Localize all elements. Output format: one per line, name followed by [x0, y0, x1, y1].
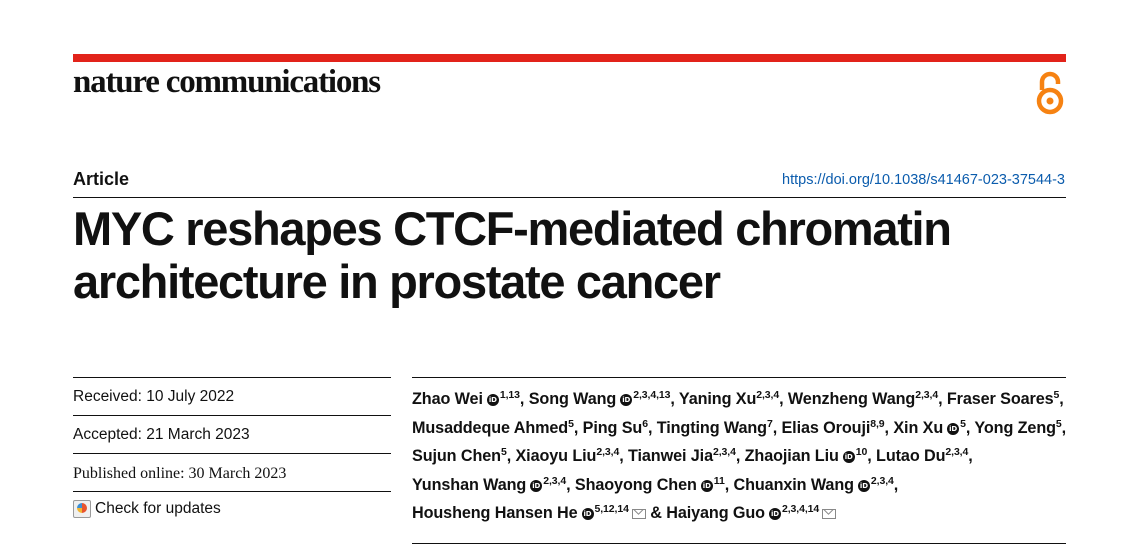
affiliation-superscript: 1,13	[499, 389, 520, 401]
orcid-icon[interactable]: iD	[700, 479, 713, 492]
author-entry: Tingting Wang7	[656, 417, 773, 437]
author-entry: Yaning Xu2,3,4	[678, 389, 780, 408]
affiliation-superscript: 2,3,4	[712, 446, 736, 459]
author-entry: Elias Orouji8,9	[781, 417, 885, 437]
affiliation-superscript: 5,12,14	[594, 503, 629, 516]
check-for-updates-label: Check for updates	[95, 500, 221, 517]
header-accent-bar	[73, 54, 1066, 62]
author-name[interactable]: Ping Su	[582, 418, 643, 437]
accepted-date: Accepted: 21 March 2023	[73, 415, 391, 453]
author-name[interactable]: Chuanxin Wang	[733, 475, 855, 494]
open-access-lock-icon	[1036, 71, 1064, 115]
published-date: Published online: 30 March 2023	[73, 453, 391, 491]
author-name[interactable]: Lutao Du	[876, 447, 946, 466]
affiliation-superscript: 5	[1053, 389, 1060, 401]
author-name[interactable]: Wenzheng Wang	[787, 390, 916, 408]
author-name[interactable]: Haiyang Guo	[666, 504, 765, 523]
affiliation-superscript: 2,3,4,14	[781, 503, 820, 516]
crossmark-icon	[73, 500, 91, 518]
affiliation-superscript: 2,3,4	[870, 474, 894, 487]
affiliation-superscript: 2,3,4	[543, 474, 567, 487]
author-entry: Xiaoyu Liu2,3,4	[515, 446, 620, 466]
orcid-icon[interactable]: iD	[530, 479, 543, 492]
author-name[interactable]: Song Wang	[528, 390, 617, 408]
author-entry: Zhaojian Liu iD 10	[744, 446, 868, 466]
author-name[interactable]: Tianwei Jia	[628, 447, 713, 466]
author-entry: Haiyang Guo iD 2,3,4,14	[666, 503, 837, 523]
author-entry: Housheng Hansen He iD 5,12,14	[412, 503, 646, 523]
affiliation-superscript: 7	[766, 417, 773, 430]
affiliation-superscript: 8,9	[870, 417, 885, 430]
article-title: MYC reshapes CTCF-mediated chromatin arc…	[73, 202, 952, 308]
author-name[interactable]: Elias Orouji	[781, 418, 871, 437]
author-name[interactable]: Yong Zeng	[974, 418, 1056, 437]
journal-name[interactable]: nature communications	[73, 64, 381, 100]
affiliation-superscript: 10	[855, 446, 868, 459]
author-entry: Shaoyong Chen iD 11	[574, 474, 725, 494]
affiliation-superscript: 5	[960, 417, 966, 430]
author-entry: Chuanxin Wang iD 2,3,4	[733, 474, 894, 494]
author-name[interactable]: Zhao Wei	[412, 390, 483, 408]
affiliation-superscript: 11	[713, 474, 725, 487]
author-entry: Sujun Chen5	[412, 446, 507, 466]
email-icon[interactable]	[822, 509, 837, 520]
author-entry: Fraser Soares5	[946, 389, 1060, 408]
orcid-icon[interactable]: iD	[486, 394, 499, 406]
author-entry: Song Wang iD 2,3,4,13	[528, 389, 671, 408]
doi-link[interactable]: https://doi.org/10.1038/s41467-023-37544…	[782, 172, 1065, 188]
orcid-icon[interactable]: iD	[620, 394, 633, 406]
orcid-icon[interactable]: iD	[857, 479, 870, 492]
orcid-icon[interactable]: iD	[947, 422, 960, 435]
orcid-icon[interactable]: iD	[842, 451, 855, 464]
affiliation-superscript: 2,3,4	[756, 389, 780, 401]
author-name[interactable]: Xiaoyu Liu	[515, 447, 597, 466]
affiliation-superscript: 2,3,4	[596, 446, 620, 459]
affiliation-superscript: 5	[500, 446, 507, 459]
author-entry: Zhao Wei iD 1,13	[412, 389, 520, 408]
author-entry: Yunshan Wang iD 2,3,4	[412, 474, 567, 494]
check-for-updates-button[interactable]: Check for updates	[73, 500, 221, 518]
author-name[interactable]: Musaddeque Ahmed	[412, 418, 569, 437]
author-name[interactable]: Fraser Soares	[946, 390, 1054, 408]
author-name[interactable]: Yunshan Wang	[412, 475, 527, 494]
article-dates: Received: 10 July 2022 Accepted: 21 Marc…	[73, 377, 391, 531]
orcid-icon[interactable]: iD	[768, 508, 781, 521]
author-name[interactable]: Housheng Hansen He	[412, 504, 578, 523]
author-entry: Tianwei Jia2,3,4	[628, 446, 736, 466]
author-entry: Ping Su6	[582, 417, 648, 437]
author-entry: Musaddeque Ahmed5	[412, 417, 574, 437]
affiliation-superscript: 5	[568, 417, 574, 430]
affiliation-superscript: 2,3,4	[915, 389, 939, 401]
author-list: Zhao Wei iD 1,13, Song Wang iD 2,3,4,13, Yan…	[412, 389, 1067, 523]
authors-top-divider	[412, 377, 1066, 378]
author-name[interactable]: Shaoyong Chen	[574, 475, 697, 494]
author-name[interactable]: Xin Xu	[893, 418, 944, 437]
author-name[interactable]: Tingting Wang	[656, 418, 767, 437]
affiliation-superscript: 5	[1055, 417, 1062, 430]
author-name[interactable]: Zhaojian Liu	[744, 447, 839, 466]
affiliation-superscript: 2,3,4	[945, 446, 969, 459]
author-entry: Wenzheng Wang2,3,4	[787, 389, 939, 408]
article-type-label: Article	[73, 169, 130, 189]
author-entry: Yong Zeng5	[974, 417, 1062, 437]
author-name[interactable]: Yaning Xu	[678, 390, 757, 408]
orcid-icon[interactable]: iD	[581, 508, 594, 521]
author-entry: Xin Xu iD 5	[893, 417, 966, 437]
title-divider	[73, 197, 1066, 198]
received-date: Received: 10 July 2022	[73, 377, 391, 415]
author-entry: Lutao Du2,3,4	[876, 446, 969, 466]
author-name[interactable]: Sujun Chen	[412, 447, 501, 466]
affiliation-superscript: 2,3,4,13	[633, 389, 671, 401]
email-icon[interactable]	[631, 509, 646, 520]
affiliation-superscript: 6	[642, 417, 648, 430]
check-updates-row: Check for updates	[73, 491, 391, 531]
